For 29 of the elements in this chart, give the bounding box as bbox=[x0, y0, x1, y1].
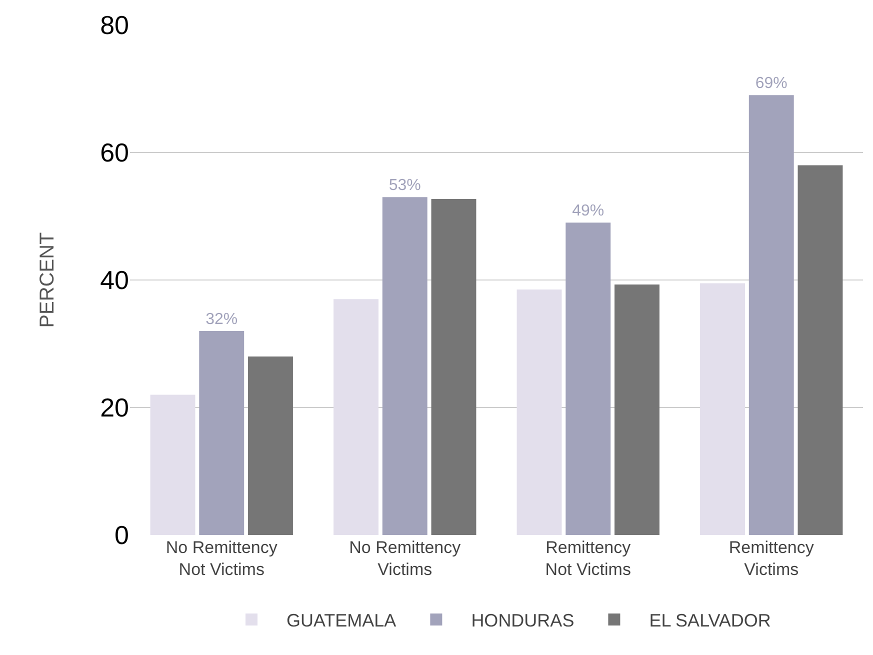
bar bbox=[614, 284, 660, 535]
bar bbox=[700, 283, 745, 535]
x-tick-label: No Remittency Not Victims bbox=[166, 538, 278, 580]
data-label: 49% bbox=[572, 202, 604, 220]
bar bbox=[199, 331, 244, 535]
legend-label: GUATEMALA bbox=[286, 610, 396, 631]
legend-label: EL SALVADOR bbox=[649, 610, 771, 631]
x-tick-label: Remittency Victims bbox=[728, 538, 814, 580]
bar bbox=[248, 356, 293, 535]
legend-label: HONDURAS bbox=[471, 610, 574, 631]
bar bbox=[516, 290, 562, 535]
bar bbox=[798, 165, 843, 535]
y-tick-label: 0 bbox=[114, 520, 129, 550]
bar bbox=[150, 394, 196, 535]
bar bbox=[334, 299, 378, 535]
y-tick-label: 80 bbox=[100, 10, 129, 40]
x-tick-label: No Remittency Victims bbox=[349, 538, 462, 580]
y-tick-label: 20 bbox=[100, 392, 129, 423]
bar bbox=[566, 222, 611, 535]
bar bbox=[431, 199, 476, 535]
bar bbox=[382, 197, 428, 535]
y-tick-label: 40 bbox=[100, 265, 129, 296]
y-tick-label: 60 bbox=[100, 138, 129, 168]
data-label: 69% bbox=[755, 75, 788, 92]
data-label: 53% bbox=[388, 177, 421, 194]
x-tick-label: Remittency Not Victims bbox=[545, 538, 632, 580]
bar bbox=[748, 95, 794, 535]
data-label: 32% bbox=[206, 311, 238, 328]
y-axis-title: PERCENT bbox=[36, 232, 59, 328]
